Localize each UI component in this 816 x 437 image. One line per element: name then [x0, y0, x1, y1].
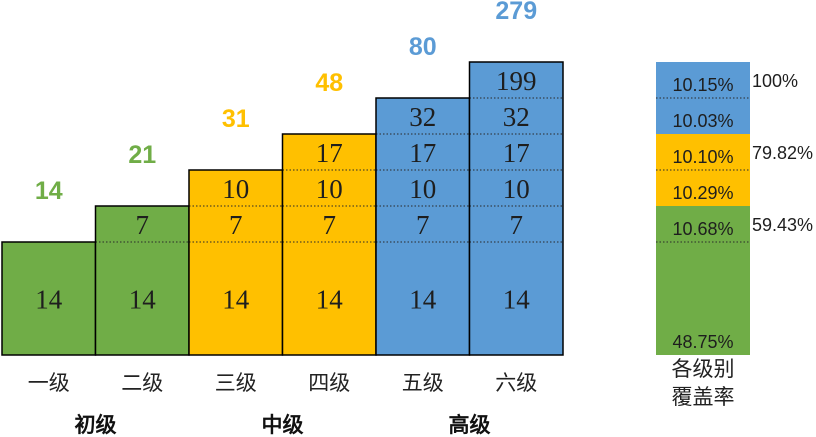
group-label: 高级: [449, 413, 491, 437]
coverage-value-label: 10.29%: [672, 183, 733, 203]
column-segment: [469, 206, 563, 242]
segment-value-label: 14: [222, 285, 250, 315]
segment-value-label: 10: [222, 174, 249, 204]
column-total-label: 31: [222, 105, 250, 133]
segment-value-label: 32: [503, 102, 530, 132]
x-tick-label: 三级: [215, 371, 257, 395]
level-column: 14 14: [1, 177, 97, 356]
segment-value-label: 14: [316, 285, 344, 315]
column-segment: [189, 242, 283, 355]
x-tick-label: 五级: [402, 371, 444, 395]
column-segment: [469, 134, 563, 170]
segment-value-label: 7: [136, 210, 150, 240]
x-axis-labels: 一级 二级 三级 四级 五级 六级: [28, 371, 538, 395]
coverage-value-label: 10.03%: [672, 111, 733, 131]
level-column: 14 7 10 17 32 199 279: [468, 0, 564, 356]
column-segment: [376, 170, 470, 206]
cumulative-coverage-label: 79.82%: [752, 143, 813, 163]
column-total-label: 21: [128, 141, 156, 169]
level-column: 14 7 10 17 32 80: [375, 33, 471, 356]
segment-value-label: 10: [316, 174, 343, 204]
x-tick-label: 一级: [28, 371, 70, 395]
x-tick-label: 六级: [495, 371, 537, 395]
column-outline: [468, 61, 564, 356]
segment-value-label: 10: [409, 174, 436, 204]
level-column: 14 7 10 31: [188, 105, 284, 356]
column-segment: [282, 134, 376, 170]
column-segment: [95, 242, 189, 355]
level-column: 14 7 21: [94, 141, 190, 356]
coverage-value-label: 10.15%: [672, 75, 733, 95]
column-total-label: 14: [35, 177, 63, 205]
column-segment: [469, 98, 563, 134]
group-labels: 初级 中级 高级: [75, 413, 491, 437]
coverage-segment: [656, 242, 750, 355]
x-tick-label: 二级: [121, 371, 163, 395]
coverage-value-label: 10.68%: [672, 219, 733, 239]
segment-value-label: 7: [510, 210, 524, 240]
segment-value-label: 14: [35, 285, 63, 315]
column-total-label: 80: [409, 33, 437, 61]
x-tick-label: 四级: [308, 371, 350, 395]
coverage-segment: [656, 98, 750, 134]
segment-value-label: 17: [316, 138, 343, 168]
coverage-segment: [656, 206, 750, 242]
column-segment: [282, 170, 376, 206]
group-label: 初级: [75, 413, 117, 437]
segment-value-label: 7: [416, 210, 430, 240]
group-label: 中级: [262, 413, 304, 437]
column-segment: [376, 98, 470, 134]
level-columns: 1414147211471031147101748147101732801471…: [1, 0, 564, 356]
coverage-bar: 48.75% 10.68% 10.29% 10.10% 10.03% 10.15% 59.4…: [656, 62, 813, 409]
coverage-segment: [656, 134, 750, 170]
cumulative-coverage-label: 100%: [752, 71, 798, 91]
cumulative-coverage-label: 59.43%: [752, 215, 813, 235]
coverage-title-line: 各级别: [672, 357, 735, 381]
column-segment: [469, 62, 563, 98]
segment-value-label: 14: [409, 285, 437, 315]
column-segment: [189, 170, 283, 206]
coverage-segment: [656, 170, 750, 206]
coverage-segment: [656, 62, 750, 98]
segment-value-label: 199: [496, 66, 537, 96]
segment-value-label: 17: [409, 138, 436, 168]
segment-value-label: 7: [229, 210, 243, 240]
column-segment: [282, 242, 376, 355]
column-segment: [189, 206, 283, 242]
coverage-title-line: 覆盖率: [672, 385, 735, 409]
column-segment: [2, 242, 96, 355]
column-total-label: 48: [315, 69, 343, 97]
column-segment: [376, 206, 470, 242]
column-segment: [469, 170, 563, 206]
segment-value-label: 14: [503, 285, 531, 315]
segment-value-label: 10: [503, 174, 530, 204]
column-segment: [282, 206, 376, 242]
coverage-value-label: 48.75%: [672, 332, 733, 352]
column-segment: [376, 134, 470, 170]
coverage-value-label: 10.10%: [672, 147, 733, 167]
column-total-label: 279: [495, 0, 537, 25]
segment-value-label: 32: [409, 102, 436, 132]
level-column: 14 7 10 17 48: [281, 69, 377, 356]
column-segment: [469, 242, 563, 355]
segment-value-label: 7: [323, 210, 337, 240]
segment-value-label: 17: [503, 138, 530, 168]
column-segment: [376, 242, 470, 355]
segment-value-label: 14: [129, 285, 157, 315]
column-segment: [95, 206, 189, 242]
